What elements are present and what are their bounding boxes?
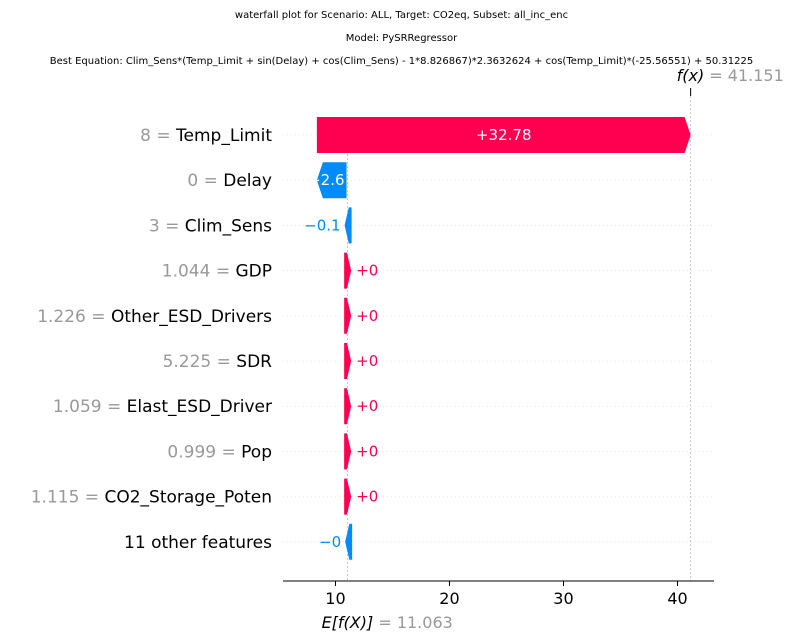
feature-label: 3 = Clim_Sens [149,216,272,236]
feature-label: 1.115 = CO2_Storage_Poten [31,488,272,508]
contribution-label: +0 [356,307,378,325]
bar-positive [344,297,352,334]
feature-label: 1.226 = Other_ESD_Drivers [37,307,272,327]
bar-negative [316,162,347,199]
contribution-label: +0 [356,442,378,460]
x-tick-label: 30 [553,589,573,608]
x-tick-label: 10 [325,589,345,608]
chart-title: waterfall plot for Scenario: ALL, Target… [234,10,569,21]
feature-label: 5.225 = SDR [163,352,273,372]
contribution-label: +0 [356,488,378,506]
contribution-label: +0 [356,262,378,280]
feature-label: 11 other features [124,533,272,553]
feature-label: 0 = Delay [187,171,272,191]
feature-label: 1.044 = GDP [162,262,272,282]
contribution-label: −0.1 [304,216,340,234]
feature-label: 0.999 = Pop [167,442,272,462]
model-subtitle: Model: PySRRegressor [345,33,458,44]
bar-negative [345,523,353,560]
bar-positive [344,343,352,379]
equation-subtitle: Best Equation: Clim_Sens*(Temp_Limit + s… [49,56,754,67]
bar-positive [344,252,352,289]
contribution-label: +0 [356,397,378,415]
contribution-label: −0 [319,533,341,551]
output-value-label: f(x) = 41.151 [677,66,784,85]
contribution-label: +32.78 [476,126,532,144]
contribution-label: −2.6 [308,171,344,189]
bar-positive [344,433,352,470]
x-tick-label: 40 [667,589,687,608]
base-value-label: E[f(X)] = 11.063 [322,613,453,632]
feature-label: 1.059 = Elast_ESD_Driver [53,397,272,417]
bar-positive [316,117,691,153]
contribution-label: +0 [356,352,378,370]
feature-label: 8 = Temp_Limit [140,126,272,146]
bar-positive [344,388,352,425]
x-tick-label: 20 [439,589,459,608]
bar-positive [344,478,352,515]
bar-negative [344,207,352,244]
